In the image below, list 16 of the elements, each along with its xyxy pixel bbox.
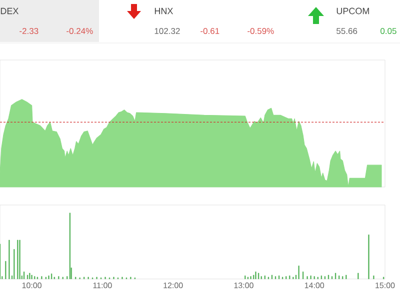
text: 0.05 bbox=[380, 28, 396, 34]
text: 55.66 bbox=[336, 28, 358, 34]
x-tick-label: 15:00 bbox=[376, 282, 395, 288]
x-tick-label: 10:00 bbox=[22, 282, 42, 288]
text: DEX bbox=[0, 8, 19, 14]
text: -0.61 bbox=[200, 28, 220, 34]
x-tick-label: 13:00 bbox=[234, 282, 254, 288]
x-tick-label: 11:00 bbox=[93, 282, 112, 288]
text: HNX bbox=[154, 8, 174, 14]
text: -2.33 bbox=[20, 28, 38, 34]
x-tick-label: 14:00 bbox=[304, 282, 324, 288]
text: -0.59% bbox=[248, 28, 274, 34]
text: -0.24% bbox=[66, 28, 93, 34]
text: UPCOM bbox=[336, 8, 369, 14]
text: 102.32 bbox=[154, 28, 180, 34]
x-tick-label: 12:00 bbox=[164, 282, 183, 288]
